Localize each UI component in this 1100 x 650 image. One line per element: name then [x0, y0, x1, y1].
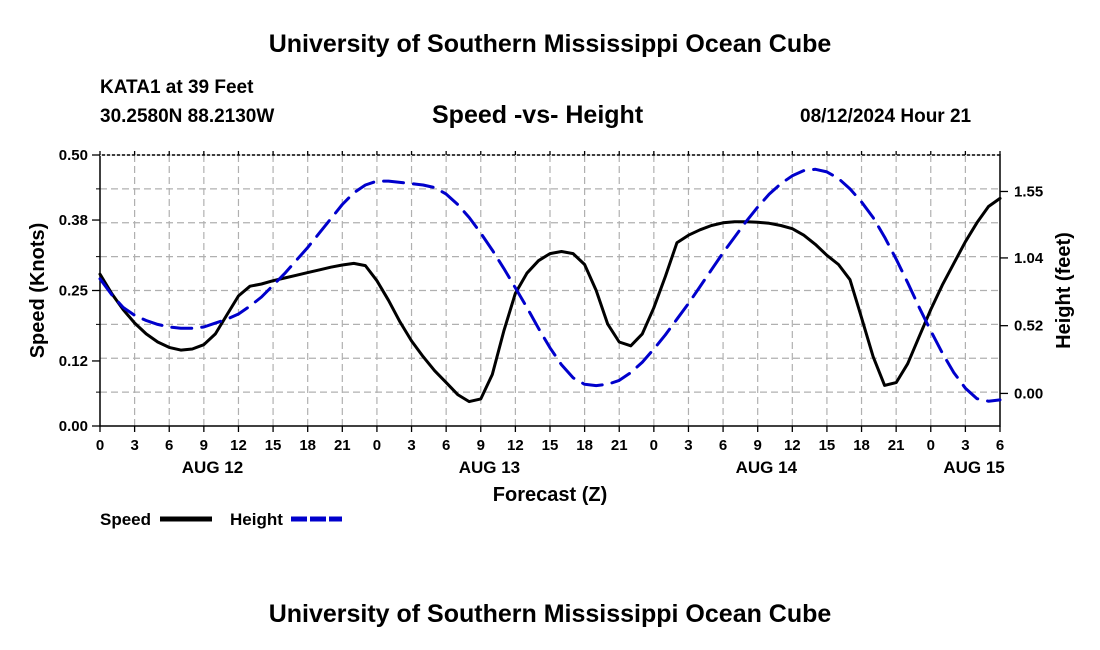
chart-title: University of Southern Mississippi Ocean… [268, 30, 832, 58]
y2-axis-label: Height (feet) [1053, 232, 1075, 349]
x-tick-label: 12 [230, 437, 247, 454]
x-axis-label: Forecast (Z) [493, 484, 607, 506]
x-tick-label: 18 [299, 437, 316, 454]
y-tick-label: 0.12 [59, 353, 88, 370]
y-tick-label: 0.25 [59, 283, 88, 300]
y-tick-label: 0.00 [59, 418, 88, 435]
x-tick-label: 18 [853, 437, 870, 454]
x-date-label: AUG 14 [736, 458, 798, 477]
y2-tick-label: 0.52 [1014, 318, 1043, 335]
x-date-label: AUG 12 [182, 458, 243, 477]
footer-title: University of Southern Mississippi Ocean… [268, 600, 832, 628]
x-tick-label: 18 [576, 437, 593, 454]
x-tick-label: 3 [684, 437, 692, 454]
x-tick-label: 0 [96, 437, 104, 454]
x-tick-label: 3 [407, 437, 415, 454]
x-tick-label: 6 [996, 437, 1004, 454]
x-tick-label: 9 [754, 437, 762, 454]
station-name: KATA1 at 39 Feet [100, 77, 254, 98]
legend-label-speed: Speed [100, 510, 151, 529]
x-tick-label: 0 [927, 437, 935, 454]
y2-tick-label: 1.04 [1014, 250, 1044, 267]
x-tick-label: 3 [961, 437, 969, 454]
x-tick-label: 9 [477, 437, 485, 454]
x-tick-label: 21 [334, 437, 351, 454]
x-tick-label: 6 [165, 437, 173, 454]
y-axis-label: Speed (Knots) [27, 223, 49, 359]
chart-subtitle: Speed -vs- Height [432, 101, 644, 129]
x-tick-label: 15 [542, 437, 559, 454]
y2-tick-label: 1.55 [1014, 183, 1043, 200]
x-tick-label: 6 [442, 437, 450, 454]
x-tick-label: 15 [819, 437, 836, 454]
station-coordinates: 30.2580N 88.2130W [100, 106, 275, 127]
legend-label-height: Height [230, 510, 283, 529]
series-line-speed [98, 196, 1002, 404]
x-tick-label: 12 [784, 437, 801, 454]
x-tick-label: 15 [265, 437, 282, 454]
x-date-label: AUG 13 [459, 458, 520, 477]
y-tick-label: 0.50 [59, 147, 88, 164]
x-tick-label: 0 [373, 437, 381, 454]
x-tick-label: 0 [650, 437, 658, 454]
forecast-datetime: 08/12/2024 Hour 21 [800, 106, 972, 127]
x-tick-label: 3 [130, 437, 138, 454]
series-line-height [98, 167, 1002, 403]
x-tick-label: 6 [719, 437, 727, 454]
x-tick-label: 21 [611, 437, 628, 454]
y-tick-label: 0.38 [59, 212, 88, 229]
y2-tick-label: 0.00 [1014, 385, 1043, 402]
x-tick-label: 9 [200, 437, 208, 454]
x-date-label: AUG 15 [943, 458, 1004, 477]
x-tick-label: 21 [888, 437, 905, 454]
x-tick-label: 12 [507, 437, 524, 454]
